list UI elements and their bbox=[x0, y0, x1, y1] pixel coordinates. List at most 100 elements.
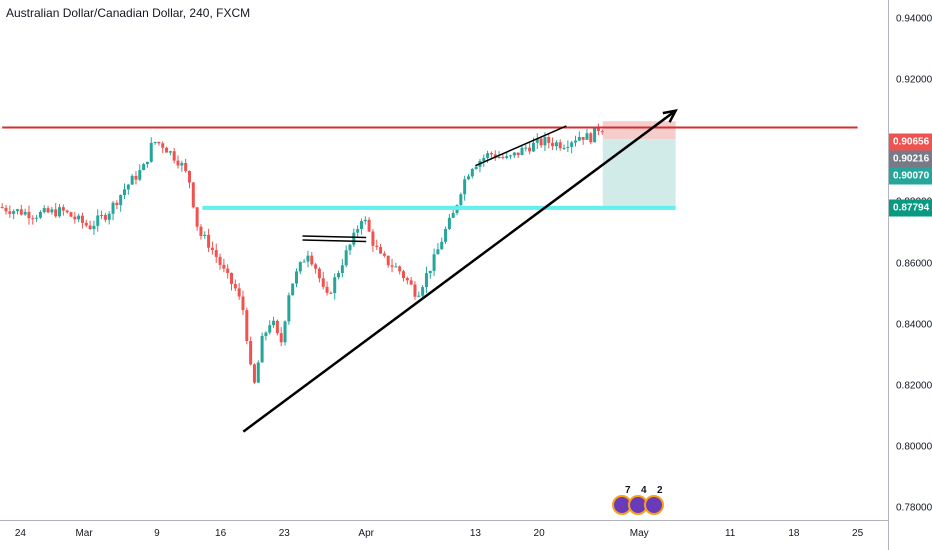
candle-body bbox=[233, 283, 237, 289]
candle-body bbox=[497, 157, 501, 159]
candle-body bbox=[340, 265, 344, 274]
candle-body bbox=[31, 218, 35, 220]
candle-body bbox=[382, 253, 386, 256]
candle-body bbox=[444, 228, 448, 242]
candle-body bbox=[61, 207, 65, 211]
small-double-line bbox=[302, 235, 367, 239]
candle-body bbox=[252, 364, 256, 383]
candle-body bbox=[283, 321, 287, 343]
price-tag-current: 0.90216 bbox=[889, 150, 932, 168]
candle-body bbox=[421, 287, 425, 296]
arrow-head-icon bbox=[662, 108, 678, 123]
candle-body bbox=[321, 278, 325, 287]
candle-body bbox=[165, 147, 169, 153]
candle-body bbox=[107, 213, 111, 220]
candle-body bbox=[329, 292, 333, 294]
candle-body bbox=[153, 141, 157, 143]
candle-body bbox=[19, 209, 23, 215]
candle-body bbox=[577, 136, 581, 141]
candle-body bbox=[402, 271, 406, 279]
candle-body bbox=[600, 131, 604, 133]
candle-body bbox=[65, 210, 69, 213]
candle-body bbox=[436, 249, 440, 255]
candle-body bbox=[428, 270, 432, 274]
candle-body bbox=[103, 214, 107, 220]
time-tick-label: 11 bbox=[724, 528, 736, 539]
candle-body bbox=[493, 154, 497, 158]
candle-body bbox=[294, 271, 298, 284]
time-tick-label: 24 bbox=[14, 528, 26, 539]
price-tick-label: 0.78000 bbox=[896, 502, 932, 514]
candle-body bbox=[394, 266, 398, 268]
candle-body bbox=[203, 234, 207, 236]
price-tick-label: 0.94000 bbox=[896, 13, 932, 25]
candle-body bbox=[466, 176, 470, 180]
rising-trendline bbox=[242, 109, 677, 433]
price-axis[interactable] bbox=[888, 0, 889, 550]
candle-body bbox=[275, 320, 279, 334]
candle-body bbox=[119, 194, 123, 206]
candle-body bbox=[4, 207, 8, 212]
upper-channel-line bbox=[475, 125, 567, 167]
economic-events[interactable]: 7 4 2 bbox=[612, 485, 664, 517]
price-tick-label: 0.82000 bbox=[896, 380, 932, 392]
candle-body bbox=[168, 151, 172, 153]
price-tick-label: 0.86000 bbox=[896, 258, 932, 269]
candle-body bbox=[325, 286, 329, 293]
candle-body bbox=[398, 266, 402, 272]
candle-body bbox=[92, 225, 96, 230]
candle-body bbox=[310, 255, 314, 265]
candle-body bbox=[88, 225, 92, 230]
candle-body bbox=[371, 231, 375, 246]
candle-body bbox=[241, 296, 245, 311]
candle-body bbox=[199, 226, 203, 236]
candle-body bbox=[337, 273, 341, 278]
candle-body bbox=[554, 142, 558, 147]
candle-body bbox=[58, 207, 62, 217]
candle-body bbox=[314, 264, 318, 269]
take-profit-zone bbox=[602, 139, 676, 209]
candle-body bbox=[489, 153, 493, 155]
candle-body bbox=[149, 142, 153, 162]
candle-body bbox=[386, 255, 390, 266]
candle-body bbox=[363, 219, 367, 222]
candle-body bbox=[570, 142, 574, 147]
candle-body bbox=[509, 155, 513, 157]
candle-body bbox=[123, 189, 127, 195]
candle-body bbox=[447, 217, 451, 229]
candle-body bbox=[0, 206, 4, 208]
candle-body bbox=[581, 136, 585, 140]
candle-body bbox=[222, 264, 226, 269]
candle-body bbox=[505, 156, 509, 158]
candle-body bbox=[272, 320, 276, 326]
candle-body bbox=[562, 147, 566, 149]
candle-body bbox=[268, 325, 272, 333]
flag-icon-ca[interactable] bbox=[644, 495, 664, 515]
price-tag-support: 0.87794 bbox=[889, 199, 932, 217]
event-count: 7 bbox=[625, 485, 631, 496]
candle-body bbox=[543, 136, 547, 146]
candle-body bbox=[409, 280, 413, 285]
time-tick-label: May bbox=[629, 528, 649, 539]
candle-body bbox=[356, 229, 360, 233]
candle-body bbox=[214, 250, 218, 257]
chart-title: Australian Dollar/Canadian Dollar, 240, … bbox=[6, 6, 251, 20]
candle-body bbox=[551, 142, 555, 147]
candle-body bbox=[187, 170, 191, 183]
candle-body bbox=[210, 247, 214, 251]
candle-body bbox=[84, 222, 88, 226]
candle-body bbox=[298, 262, 302, 272]
candle-body bbox=[145, 161, 149, 165]
candle-body bbox=[50, 209, 54, 213]
price-tick-label: 0.92000 bbox=[896, 74, 932, 86]
price-chart[interactable] bbox=[0, 0, 888, 520]
time-axis[interactable] bbox=[0, 520, 888, 521]
candle-body bbox=[23, 211, 27, 215]
candle-body bbox=[574, 140, 577, 143]
event-count: 4 bbox=[641, 485, 647, 496]
candle-body bbox=[459, 194, 463, 206]
candle-body bbox=[440, 241, 444, 250]
candle-body bbox=[115, 202, 119, 206]
candle-body bbox=[46, 208, 50, 213]
